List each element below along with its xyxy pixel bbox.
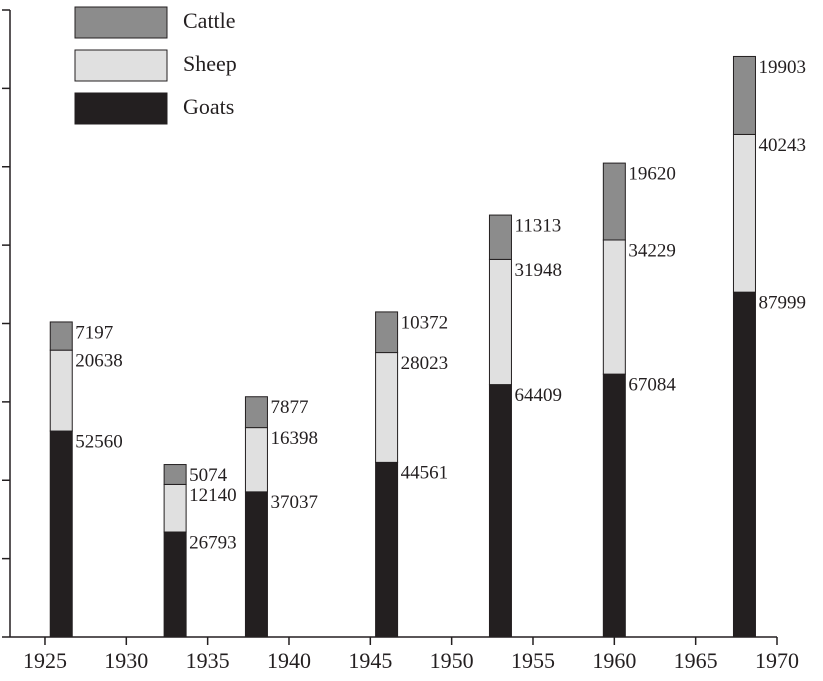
bar-segment (375, 311, 399, 354)
bar-segment (244, 396, 268, 429)
data-label: 20638 (75, 351, 123, 372)
data-label: 16398 (270, 428, 318, 449)
x-tick-label: 1945 (348, 648, 392, 673)
bar-segment (163, 483, 187, 533)
bar-segment (375, 352, 399, 463)
data-label: 31948 (514, 260, 562, 281)
data-label: 7877 (270, 397, 308, 418)
bar-segment (488, 384, 512, 638)
x-tick-label: 1965 (674, 648, 718, 673)
data-label: 52560 (75, 431, 123, 452)
data-label: 10372 (401, 312, 449, 333)
data-label: 7197 (75, 322, 113, 343)
x-tick-label: 1955 (511, 648, 555, 673)
data-label: 11313 (514, 215, 561, 236)
data-label: 19620 (628, 163, 676, 184)
bar-segment (49, 349, 73, 432)
bar-segment (602, 239, 626, 375)
data-label: 12140 (189, 485, 237, 506)
bar-segment (49, 321, 73, 351)
bar-segment (163, 531, 187, 638)
legend-swatch (74, 92, 168, 125)
legend-label: Goats (183, 94, 234, 119)
x-tick-label: 1940 (267, 648, 311, 673)
bar-segment (732, 291, 756, 638)
x-tick-label: 1960 (592, 648, 636, 673)
legend-swatch (74, 6, 168, 39)
bar-segment (244, 491, 268, 638)
data-label: 64409 (514, 385, 562, 406)
data-label: 87999 (758, 293, 806, 314)
bar-segment (488, 258, 512, 386)
bar-segment (602, 373, 626, 638)
x-tick-label: 1925 (23, 648, 67, 673)
bar-segment (602, 162, 626, 241)
data-label: 19903 (758, 57, 806, 78)
x-tick-label: 1950 (430, 648, 474, 673)
bar-segment (163, 464, 187, 485)
bar-segment (732, 133, 756, 293)
legend-swatch (74, 49, 168, 82)
bar-segment (488, 214, 512, 260)
data-label: 34229 (628, 240, 676, 261)
x-tick-label: 1970 (755, 648, 799, 673)
x-tick-label: 1930 (104, 648, 148, 673)
bar-segment (375, 461, 399, 638)
legend-label: Sheep (183, 51, 237, 76)
data-label: 67084 (628, 374, 676, 395)
data-label: 26793 (189, 532, 237, 553)
x-tick-label: 1935 (186, 648, 230, 673)
data-label: 28023 (401, 353, 449, 374)
data-label: 37037 (270, 492, 318, 513)
bar-segment (732, 55, 756, 135)
bar-segment (244, 427, 268, 493)
legend-label: Cattle (183, 8, 236, 33)
data-label: 40243 (758, 135, 806, 156)
data-label: 44561 (401, 463, 449, 484)
data-label: 5074 (189, 465, 228, 486)
bar-segment (49, 430, 73, 638)
